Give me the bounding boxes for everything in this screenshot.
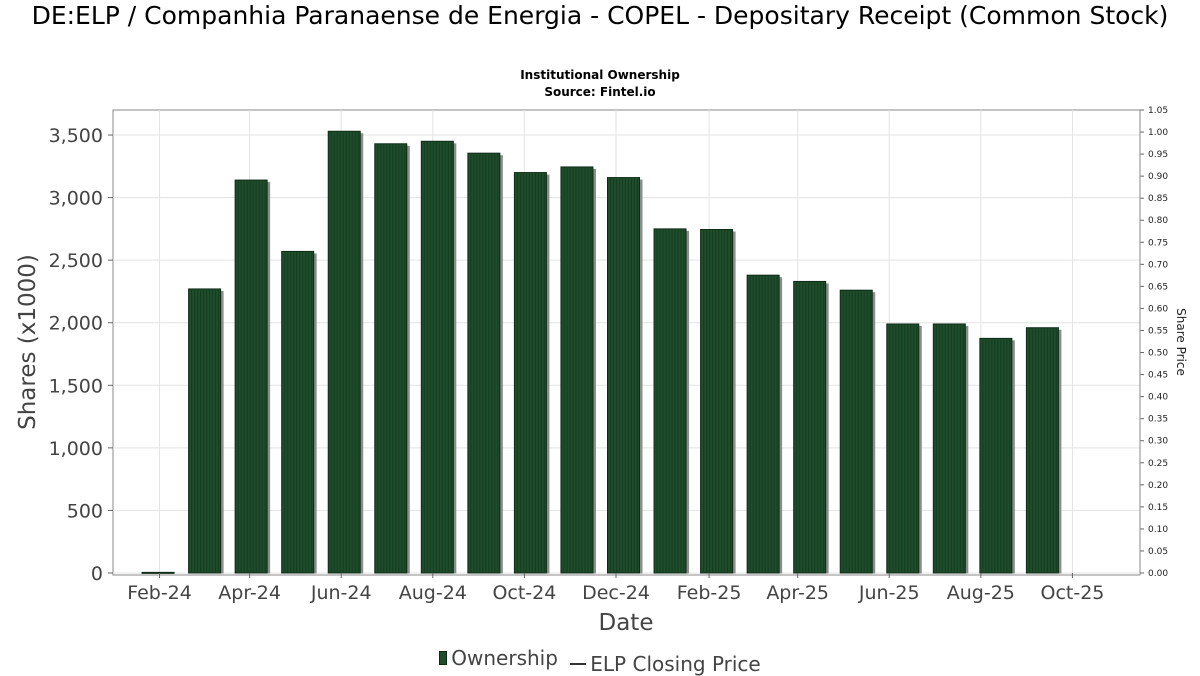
y-tick-label: 2,500	[49, 250, 103, 272]
y2-axis-ticks: 0.00 0.05 0.10 0.15 0.20 0.25 0.30 0.35 0.40 0.45…	[1139, 106, 1168, 579]
y2-tick-label: 0.45	[1148, 371, 1168, 381]
ownership-bars	[141, 130, 1062, 574]
y2-tick-label: 0.60	[1148, 304, 1168, 314]
legend-label-ownership: Ownership	[451, 646, 558, 670]
y2-tick-label: 0.85	[1148, 194, 1168, 204]
y-axis-ticks: 0 500 1,000 1,500 2,000 2,500 3,000 3,500	[49, 125, 113, 585]
x-tick-label: Feb-25	[677, 582, 742, 604]
y2-tick-label: 0.30	[1148, 437, 1168, 447]
price-line-swatch-icon	[570, 663, 587, 665]
chart-subtitle: Institutional Ownership	[520, 68, 680, 82]
y-tick-label: 500	[67, 500, 103, 522]
ownership-bar	[141, 571, 175, 574]
x-tick-label: Feb-24	[127, 582, 192, 604]
y2-tick-label: 0.70	[1148, 260, 1168, 270]
y2-tick-label: 1.00	[1148, 128, 1168, 138]
legend: Ownership ELP Closing Price	[0, 646, 1200, 676]
y2-tick-label: 0.65	[1148, 282, 1168, 292]
y2-axis-label: Share Price	[1174, 308, 1188, 376]
legend-label-price: ELP Closing Price	[590, 652, 761, 676]
x-tick-label: Apr-24	[218, 582, 281, 604]
y2-tick-label: 0.10	[1148, 525, 1168, 535]
y2-tick-label: 0.20	[1148, 481, 1168, 491]
x-tick-label: Jun-24	[310, 582, 372, 604]
chart-source: Source: Fintel.io	[544, 85, 656, 99]
legend-item-ownership[interactable]: Ownership	[439, 646, 558, 670]
y-axis-label: Shares (x1000)	[15, 254, 41, 430]
x-axis-ticks: Feb-24 Apr-24 Jun-24 Aug-24 Oct-24 Dec-24 Feb-…	[127, 573, 1104, 604]
y-tick-label: 0	[91, 563, 103, 585]
y2-tick-label: 0.95	[1148, 150, 1168, 160]
legend-item-price[interactable]: ELP Closing Price	[568, 652, 761, 676]
y-tick-label: 1,500	[49, 375, 103, 397]
y-tick-label: 2,000	[49, 313, 103, 335]
y2-tick-label: 1.05	[1148, 106, 1168, 116]
ownership-swatch-icon	[439, 651, 448, 665]
x-tick-label: Dec-24	[582, 582, 650, 604]
y2-tick-label: 0.80	[1148, 216, 1168, 226]
y2-tick-label: 0.25	[1148, 459, 1168, 469]
x-tick-label: Oct-25	[1040, 582, 1104, 604]
y2-tick-label: 0.75	[1148, 238, 1168, 248]
y2-tick-label: 0.35	[1148, 415, 1168, 425]
y2-tick-label: 0.15	[1148, 503, 1168, 513]
y-tick-label: 1,000	[49, 438, 103, 460]
chart-title: DE:ELP / Companhia Paranaense de Energia…	[31, 1, 1169, 30]
x-axis-label: Date	[599, 610, 654, 636]
y-tick-label: 3,000	[49, 188, 103, 210]
x-tick-label: Aug-24	[399, 582, 467, 604]
y2-tick-label: 0.05	[1148, 547, 1168, 557]
y2-tick-label: 0.40	[1148, 393, 1168, 403]
y2-tick-label: 0.55	[1148, 326, 1168, 336]
x-tick-label: Apr-25	[766, 582, 829, 604]
y-tick-label: 3,500	[49, 125, 103, 147]
x-tick-label: Jun-25	[858, 582, 920, 604]
y2-tick-label: 0.50	[1148, 349, 1168, 359]
y2-tick-label: 0.90	[1148, 172, 1168, 182]
x-tick-label: Aug-25	[947, 582, 1015, 604]
x-tick-label: Oct-24	[492, 582, 556, 604]
y2-tick-label: 0.00	[1148, 569, 1168, 579]
